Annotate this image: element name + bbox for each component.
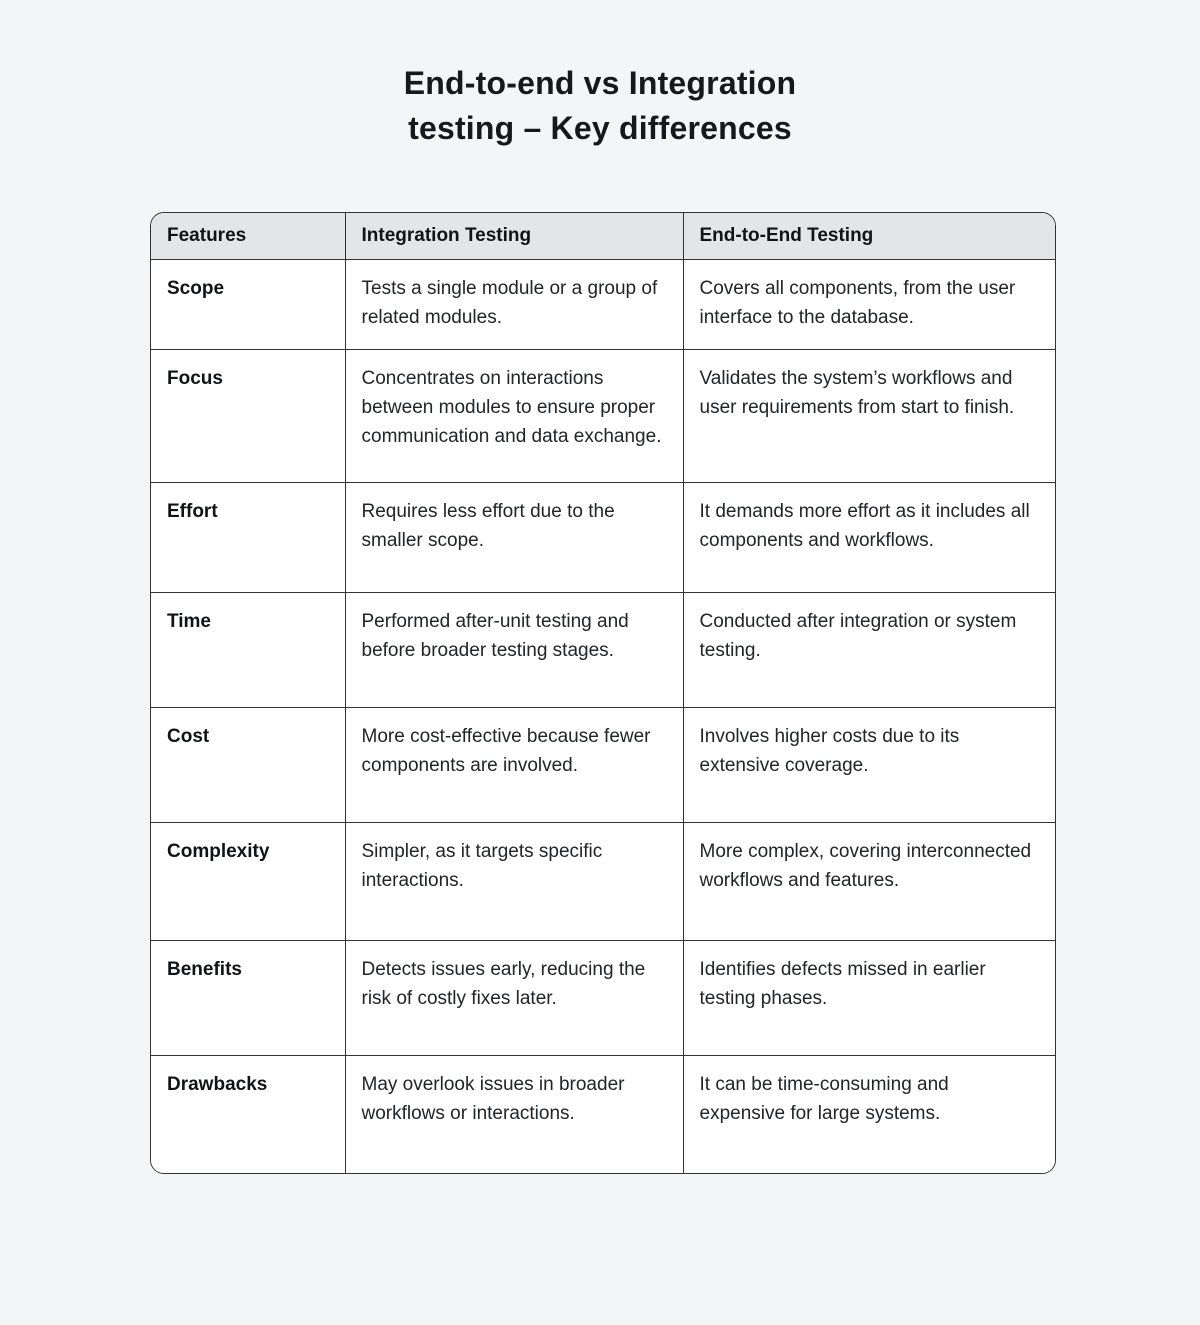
comparison-table-grid: Features Integration Testing End-to-End … — [151, 213, 1055, 1173]
end-to-end-cell: Validates the system’s workflows and use… — [683, 349, 1055, 483]
feature-cell: Cost — [151, 707, 346, 823]
feature-cell: Complexity — [151, 822, 346, 941]
end-to-end-cell: It can be time-consuming and expensive f… — [683, 1055, 1055, 1173]
integration-cell: Simpler, as it targets specific interact… — [345, 822, 684, 941]
integration-cell: More cost-effective because fewer compon… — [345, 707, 684, 823]
integration-cell: May overlook issues in broader workflows… — [345, 1055, 684, 1173]
end-to-end-cell: Identifies defects missed in earlier tes… — [683, 940, 1055, 1056]
integration-cell: Tests a single module or a group of rela… — [345, 259, 684, 350]
table-row-scope: Scope Tests a single module or a group o… — [151, 259, 1055, 350]
column-header-features: Features — [151, 213, 346, 260]
feature-cell: Drawbacks — [151, 1055, 346, 1173]
table-row-cost: Cost More cost-effective because fewer c… — [151, 707, 1055, 823]
end-to-end-cell: Involves higher costs due to its extensi… — [683, 707, 1055, 823]
feature-cell: Scope — [151, 259, 346, 350]
table-row-complexity: Complexity Simpler, as it targets specif… — [151, 822, 1055, 941]
feature-cell: Time — [151, 592, 346, 708]
table-row-effort: Effort Requires less effort due to the s… — [151, 482, 1055, 593]
feature-cell: Effort — [151, 482, 346, 593]
feature-cell: Benefits — [151, 940, 346, 1056]
table-row-time: Time Performed after-unit testing and be… — [151, 592, 1055, 708]
integration-cell: Requires less effort due to the smaller … — [345, 482, 684, 593]
end-to-end-cell: Covers all components, from the user int… — [683, 259, 1055, 350]
header-row: Features Integration Testing End-to-End … — [151, 213, 1055, 260]
end-to-end-cell: More complex, covering interconnected wo… — [683, 822, 1055, 941]
comparison-table: Features Integration Testing End-to-End … — [150, 212, 1056, 1174]
page-title: End-to-end vs Integration testing – Key … — [0, 61, 1200, 151]
page-title-line-1: End-to-end vs Integration — [403, 65, 797, 101]
table-row-drawbacks: Drawbacks May overlook issues in broader… — [151, 1055, 1055, 1173]
table-row-focus: Focus Concentrates on interactions betwe… — [151, 349, 1055, 483]
end-to-end-cell: Conducted after integration or system te… — [683, 592, 1055, 708]
integration-cell: Performed after-unit testing and before … — [345, 592, 684, 708]
column-header-end-to-end-testing: End-to-End Testing — [683, 213, 1055, 260]
page-title-line-2: testing – Key differences — [408, 110, 792, 146]
integration-cell: Detects issues early, reducing the risk … — [345, 940, 684, 1056]
feature-cell: Focus — [151, 349, 346, 483]
integration-cell: Concentrates on interactions between mod… — [345, 349, 684, 483]
column-header-integration-testing: Integration Testing — [345, 213, 684, 260]
table-row-benefits: Benefits Detects issues early, reducing … — [151, 940, 1055, 1056]
end-to-end-cell: It demands more effort as it includes al… — [683, 482, 1055, 593]
